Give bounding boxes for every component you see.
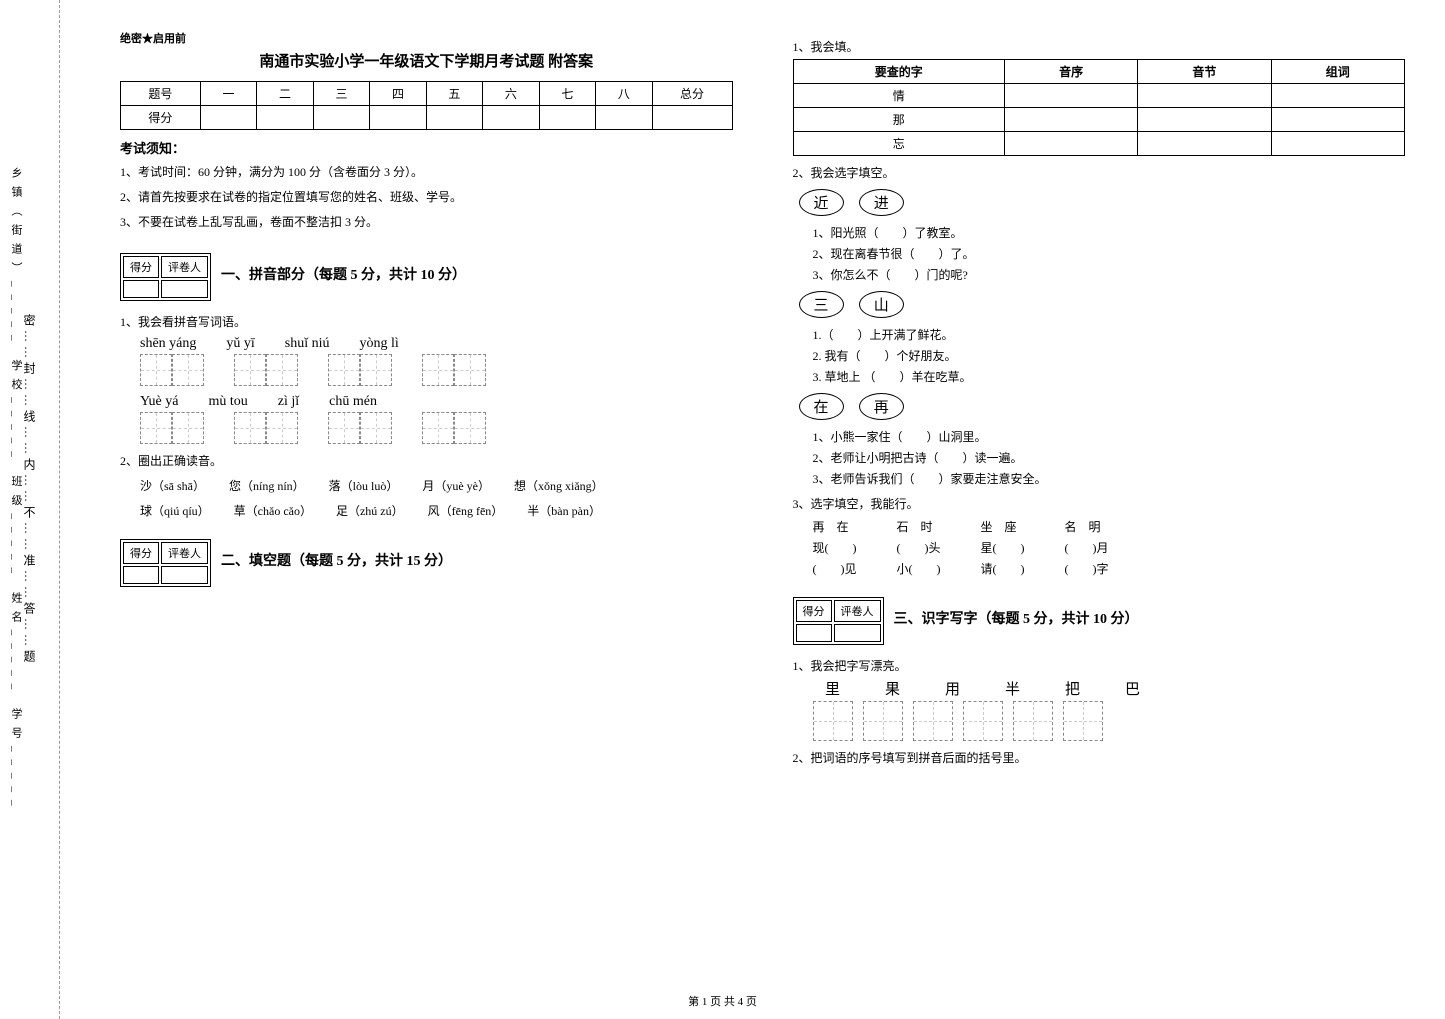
confidential-label: 绝密★启用前: [120, 30, 733, 46]
question-2-1: 1、我会填。: [793, 38, 1406, 55]
question-2-3: 3、选字填空，我能行。: [793, 495, 1406, 512]
option-zai2: 再: [859, 393, 904, 420]
notice-2: 2、请首先按要求在试卷的指定位置填写您的姓名、班级、学号。: [120, 188, 733, 207]
binding-margin: 密……封……线……内……不……准……答……题 乡镇（街道）_____ 学校___…: [0, 0, 60, 1019]
score-entry-box: 得分评卷人: [120, 253, 211, 301]
question-1-1: 1、我会看拼音写词语。: [120, 313, 733, 330]
option-san: 三: [799, 291, 844, 318]
pinyin-row-2: Yuè yá mù tou zì jǐ chū mén: [140, 394, 733, 410]
section-3-title: 三、识字写字（每题 5 分，共计 10 分）: [894, 608, 1139, 628]
page-footer: 第 1 页 共 4 页: [0, 993, 1445, 1009]
section-2-title: 二、填空题（每题 5 分，共计 15 分）: [221, 550, 452, 570]
question-1-2: 2、圈出正确读音。: [120, 452, 733, 469]
question-3-1: 1、我会把字写漂亮。: [793, 657, 1406, 674]
question-3-2: 2、把词语的序号填写到拼音后面的括号里。: [793, 749, 1406, 766]
notice-3: 3、不要在试卷上乱写乱画，卷面不整洁扣 3 分。: [120, 213, 733, 232]
dictionary-table: 要查的字 音序 音节 组词 情 那 忘: [793, 59, 1406, 156]
binding-labels: 乡镇（街道）_____ 学校_____ 班级_____ 姓名_____ 学号__…: [8, 40, 24, 940]
circle-row-1: 沙（sā shā） 您（níng nín） 落（lòu luò） 月（yuè y…: [140, 477, 733, 494]
option-zai: 在: [799, 393, 844, 420]
fill-grid: 再 在 现( ) ( )见 石 时 ( )头 小( ) 坐 座 星( ) 请( …: [813, 518, 1406, 577]
score-entry-box: 得分评卷人: [120, 539, 211, 587]
exam-title: 南通市实验小学一年级语文下学期月考试题 附答案: [120, 50, 733, 71]
section-1-title: 一、拼音部分（每题 5 分，共计 10 分）: [221, 264, 466, 284]
score-entry-box: 得分评卷人: [793, 597, 884, 645]
question-2-2: 2、我会选字填空。: [793, 164, 1406, 181]
pinyin-row-1: shēn yáng yǔ yī shuǐ niú yòng lì: [140, 336, 733, 352]
notice-1: 1、考试时间：60 分钟，满分为 100 分（含卷面分 3 分）。: [120, 163, 733, 182]
option-jin2: 进: [859, 189, 904, 216]
option-jin: 近: [799, 189, 844, 216]
circle-row-2: 球（qiú qíu） 草（chǎo cǎo） 足（zhú zú） 风（fēng …: [140, 502, 733, 519]
option-shan: 山: [859, 291, 904, 318]
handwriting-chars: 里 果 用 半 把 巴: [813, 678, 1406, 699]
score-table: 题号 一 二 三 四 五 六 七 八 总分 得分: [120, 81, 733, 130]
notice-heading: 考试须知：: [120, 138, 733, 157]
